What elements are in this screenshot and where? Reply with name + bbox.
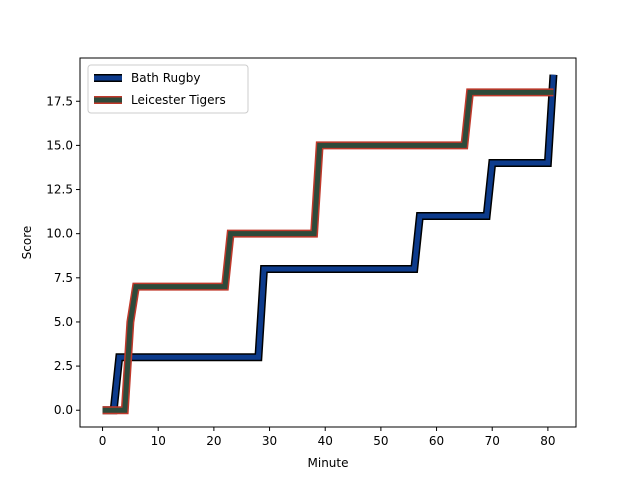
axes-frame <box>79 57 577 428</box>
y-tick-label: 7.5 <box>54 271 73 285</box>
series-1 <box>102 74 558 415</box>
y-tick-label: 0.0 <box>54 403 73 417</box>
legend: Bath Rugby Leicester Tigers <box>87 64 249 114</box>
x-tick-label: 50 <box>373 434 388 448</box>
x-tick-label: 0 <box>99 434 107 448</box>
x-tick-label: 80 <box>540 434 555 448</box>
y-tick-label: 17.5 <box>46 94 73 108</box>
legend-item: Leicester Tigers <box>94 93 226 107</box>
y-tick-label: 5.0 <box>54 315 73 329</box>
legend-label: Leicester Tigers <box>131 93 226 107</box>
legend-label: Bath Rugby <box>131 71 200 85</box>
y-tick-label: 12.5 <box>46 183 73 197</box>
x-axis-ticks: 0 10 20 30 40 50 60 70 80 <box>99 427 556 448</box>
y-axis-label: Score <box>20 226 34 260</box>
x-tick-label: 40 <box>318 434 333 448</box>
series-layer <box>102 74 558 415</box>
x-tick-label: 20 <box>206 434 221 448</box>
y-tick-label: 15.0 <box>46 138 73 152</box>
x-axis-label: Minute <box>308 456 349 470</box>
legend-box <box>87 64 249 114</box>
legend-item: Bath Rugby <box>94 71 200 85</box>
y-tick-label: 2.5 <box>54 359 73 373</box>
y-axis-ticks: 0.0 2.5 5.0 7.5 10.0 12.5 15.0 17.5 <box>46 94 80 417</box>
x-tick-label: 30 <box>262 434 277 448</box>
series-line <box>102 74 556 413</box>
y-tick-label: 10.0 <box>46 227 73 241</box>
series-2 <box>102 88 554 415</box>
x-tick-label: 60 <box>429 434 444 448</box>
series-line <box>102 89 554 413</box>
x-tick-label: 70 <box>485 434 500 448</box>
x-tick-label: 10 <box>151 434 166 448</box>
